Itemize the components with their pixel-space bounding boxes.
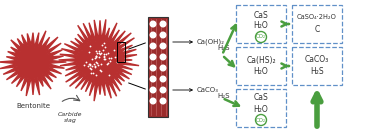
Circle shape <box>160 21 166 27</box>
Text: H₂S: H₂S <box>218 93 230 99</box>
Text: H₂O: H₂O <box>254 105 268 114</box>
Circle shape <box>150 65 156 71</box>
Circle shape <box>150 76 156 82</box>
Text: Bentonite: Bentonite <box>16 103 50 109</box>
Circle shape <box>150 98 156 104</box>
Bar <box>148 17 168 117</box>
Bar <box>117 42 125 62</box>
Text: H₂O: H₂O <box>254 22 268 30</box>
Circle shape <box>160 87 166 93</box>
Text: CaSO₄·2H₂O: CaSO₄·2H₂O <box>297 14 337 20</box>
Circle shape <box>256 115 266 126</box>
Circle shape <box>160 32 166 38</box>
Bar <box>236 5 286 43</box>
Circle shape <box>150 43 156 49</box>
Bar <box>292 5 342 43</box>
Bar <box>236 89 286 127</box>
Text: CaCO₃: CaCO₃ <box>305 55 329 64</box>
Bar <box>236 47 286 85</box>
Polygon shape <box>0 31 67 96</box>
Text: C: C <box>314 24 320 33</box>
Polygon shape <box>59 19 139 101</box>
Circle shape <box>160 43 166 49</box>
Circle shape <box>150 54 156 60</box>
Text: CaS: CaS <box>254 11 268 19</box>
Text: CaCO₃: CaCO₃ <box>197 87 219 93</box>
Circle shape <box>160 54 166 60</box>
Text: H₂S: H₂S <box>218 45 230 51</box>
Circle shape <box>150 21 156 27</box>
Text: CO₂: CO₂ <box>256 34 266 39</box>
Circle shape <box>160 76 166 82</box>
Circle shape <box>150 32 156 38</box>
Text: Ca(HS)₂: Ca(HS)₂ <box>246 55 276 64</box>
Bar <box>292 47 342 85</box>
Text: CaS: CaS <box>254 94 268 102</box>
Circle shape <box>160 65 166 71</box>
Circle shape <box>160 98 166 104</box>
Circle shape <box>150 87 156 93</box>
Text: H₂S: H₂S <box>310 68 324 76</box>
Circle shape <box>256 32 266 43</box>
Text: H₂O: H₂O <box>254 68 268 76</box>
Text: Ca(OH)₂: Ca(OH)₂ <box>197 39 225 45</box>
Text: CO₂: CO₂ <box>256 117 266 122</box>
Text: Carbide
slag: Carbide slag <box>58 112 82 123</box>
